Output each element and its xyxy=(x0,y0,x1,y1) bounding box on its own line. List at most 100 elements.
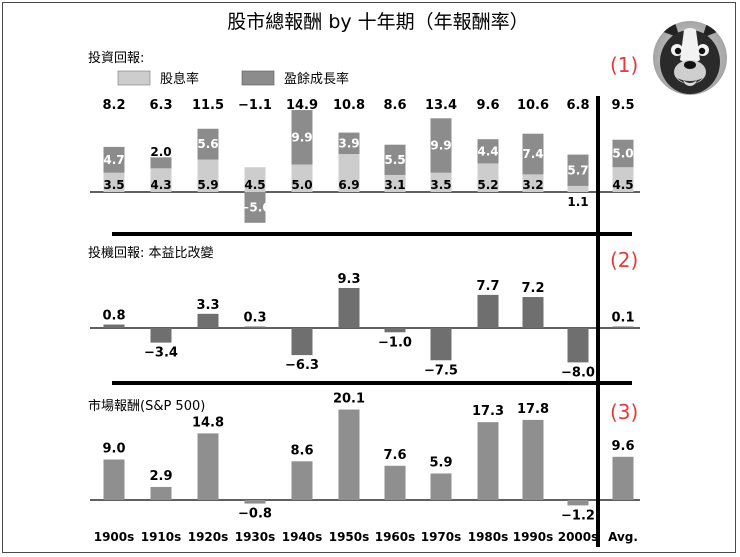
panel1-label-earnings-1910s: 2.0 xyxy=(150,145,171,159)
panel2-bar-1990s xyxy=(522,297,544,328)
panel1-bar-dividend-1920s xyxy=(197,159,219,192)
panel2-label-1950s: 9.3 xyxy=(337,272,360,287)
panel1-label: 投資回報: xyxy=(88,50,144,66)
panel1-label-earnings-1920s: 5.6 xyxy=(197,137,218,151)
panel1-total-1950s: 10.8 xyxy=(333,98,365,113)
panel2-bar-1960s xyxy=(384,328,406,333)
panel1-label-earnings-1960s: 5.5 xyxy=(384,153,405,167)
panel1-bar-dividend-1900s xyxy=(103,172,125,192)
panel1-bar-dividend-1940s xyxy=(291,164,313,192)
panel3-label-1930s: −0.8 xyxy=(238,507,272,522)
panel1-total-1970s: 13.4 xyxy=(425,98,457,113)
panel1-label-dividend-1900s: 3.5 xyxy=(103,178,124,192)
panel2-bar-1940s xyxy=(291,328,313,356)
panel3-bar-1990s xyxy=(522,419,544,500)
panel1-total-1990s: 10.6 xyxy=(517,98,549,113)
panel2-label-2000s: −8.0 xyxy=(561,365,595,380)
panel1-label-dividend-1910s: 4.3 xyxy=(150,178,171,192)
panel3-bar-1970s xyxy=(430,473,452,500)
panel1-bar-earnings-1950s xyxy=(338,132,360,155)
category-label-1990s: 1990s xyxy=(513,530,554,544)
panel3-bar-1940s xyxy=(291,461,313,500)
panel1-total-1910s: 6.3 xyxy=(149,98,172,113)
panel1-label-dividend-1930s: 4.5 xyxy=(244,178,265,192)
panel3-label-1940s: 8.6 xyxy=(290,443,313,458)
category-label-1960s: 1960s xyxy=(375,530,416,544)
panel2-bar-1910s xyxy=(150,328,172,343)
panel1-bar-earnings-1940s xyxy=(291,110,313,165)
panel3-bar-1950s xyxy=(338,409,360,500)
panel1-label-earnings-Avg.: 5.0 xyxy=(612,147,633,161)
panel1-bar-earnings-1920s xyxy=(197,128,219,160)
panel1-bar-earnings-1900s xyxy=(103,146,125,173)
panel3-label-1990s: 17.8 xyxy=(517,402,549,417)
panel1-label-earnings-1900s: 4.7 xyxy=(103,153,124,167)
panel3-label-1960s: 7.6 xyxy=(383,448,406,463)
panel1-bar-earnings-1910s xyxy=(150,157,172,169)
panel1-total-1920s: 11.5 xyxy=(192,98,224,113)
panel1-bar-earnings-1970s xyxy=(430,118,452,173)
panel2-label-1980s: 7.7 xyxy=(476,279,499,294)
legend: 股息率 盈餘成長率 xyxy=(117,70,349,87)
legend-label-earnings: 盈餘成長率 xyxy=(284,71,349,87)
panel3-marker: (3) xyxy=(610,400,638,424)
panel1-marker: (1) xyxy=(610,53,638,77)
category-label-1980s: 1980s xyxy=(468,530,509,544)
panel3-bar-1920s xyxy=(197,433,219,500)
panel1-label-dividend-1960s: 3.1 xyxy=(384,178,405,192)
legend-label-dividend: 股息率 xyxy=(160,71,199,87)
category-label-1930s: 1930s xyxy=(235,530,276,544)
legend-swatch-earnings xyxy=(241,70,275,86)
panel2-bar-1900s xyxy=(103,324,125,328)
panel1-total-1960s: 8.6 xyxy=(383,98,406,113)
panel3-label-1970s: 5.9 xyxy=(429,455,452,470)
panel2-label-1920s: 3.3 xyxy=(196,298,219,313)
panel1-label-dividend-Avg.: 4.5 xyxy=(612,178,633,192)
panel1-label-dividend-1970s: 3.5 xyxy=(430,178,451,192)
panel1-bar-earnings-2000s xyxy=(567,154,589,186)
panel1-label-earnings-1990s: 7.4 xyxy=(522,147,543,161)
panel3-label-1900s: 9.0 xyxy=(102,442,125,457)
chart-title: 股市總報酬 by 十年期（年報酬率） xyxy=(227,11,528,33)
panel2-bar-2000s xyxy=(567,328,589,363)
panel1-total-2000s: 6.8 xyxy=(566,98,589,113)
panel2-label-1910s: −3.4 xyxy=(144,346,178,361)
panel1-total-1980s: 9.6 xyxy=(476,98,499,113)
panel2-label-1960s: −1.0 xyxy=(378,335,412,350)
panel1-label-dividend-1980s: 5.2 xyxy=(477,178,498,192)
panel3-label-Avg.: 9.6 xyxy=(611,439,634,454)
panel1-label-earnings-1970s: 9.9 xyxy=(430,139,451,153)
category-label-1920s: 1920s xyxy=(188,530,229,544)
panel1-bar-earnings-1990s xyxy=(522,133,544,175)
panel1-total-1930s: −1.1 xyxy=(238,98,272,113)
panel1-bar-dividend-2000s xyxy=(567,185,589,192)
legend-swatch-dividend xyxy=(117,70,151,86)
panel3-label: 市場報酬(S&P 500) xyxy=(88,398,205,414)
panel1-bar-earnings-Avg. xyxy=(612,139,634,168)
panel3-label-1980s: 17.3 xyxy=(472,404,504,419)
panel2-label-1970s: −7.5 xyxy=(424,363,458,378)
category-label-1910s: 1910s xyxy=(141,530,182,544)
panel1-total-1940s: 14.9 xyxy=(286,98,318,113)
panel1-label-dividend-2000s: 1.1 xyxy=(567,195,588,209)
panel3-bar-1910s xyxy=(150,486,172,500)
panel1-label-dividend-1990s: 3.2 xyxy=(522,178,543,192)
panel2-label-1940s: −6.3 xyxy=(285,358,319,373)
panel3-bar-2000s xyxy=(567,500,589,506)
panel1-bar-dividend-1980s xyxy=(477,163,499,192)
panel1-total-Avg.: 9.5 xyxy=(611,98,634,113)
panel2-bar-1950s xyxy=(338,288,360,328)
bulldog-avatar xyxy=(653,21,727,95)
panel1-bar-dividend-1910s xyxy=(150,168,172,192)
panel1-bar-dividend-1930s xyxy=(244,167,266,192)
panel1-label-dividend-1950s: 6.9 xyxy=(338,178,359,192)
panel1-label-earnings-1950s: 3.9 xyxy=(338,136,359,150)
category-label-2000s: 2000s xyxy=(558,530,599,544)
panel1-label-earnings-2000s: 5.7 xyxy=(567,163,588,177)
panel1-bar-earnings-1960s xyxy=(384,144,406,175)
panel2-bar-1920s xyxy=(197,313,219,328)
panel1-bar-dividend-1950s xyxy=(338,154,360,192)
category-label-1950s: 1950s xyxy=(329,530,370,544)
